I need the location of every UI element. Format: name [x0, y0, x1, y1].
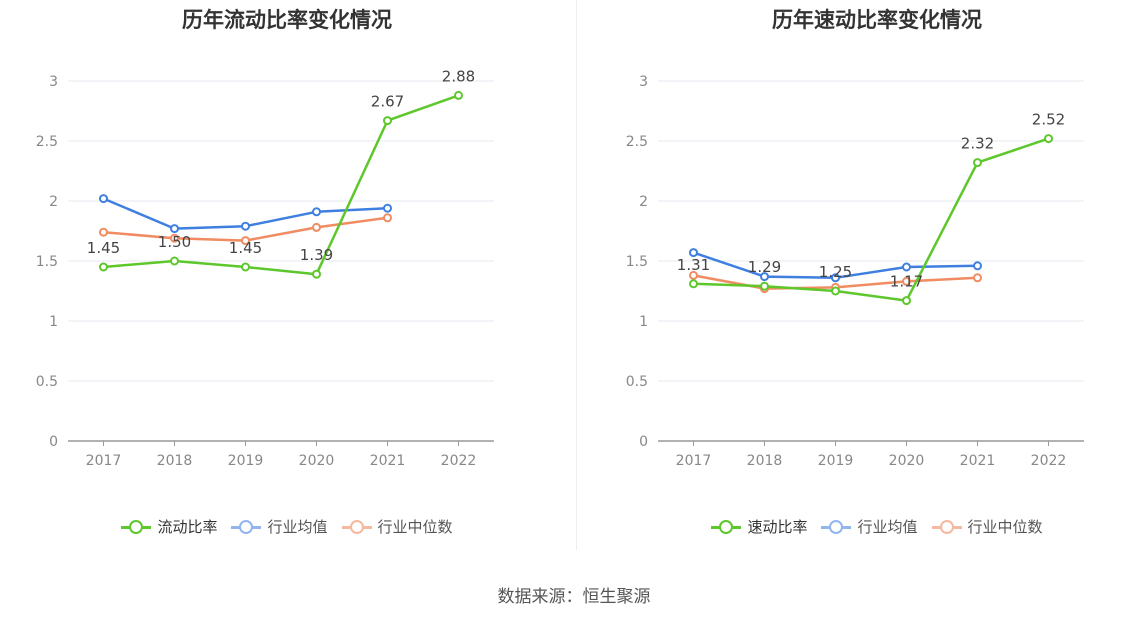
data-point: [99, 194, 108, 204]
y-tick-label: 2.5: [626, 134, 648, 150]
data-point: [383, 203, 392, 213]
data-label: 2.32: [961, 135, 994, 153]
data-point: [902, 296, 911, 306]
chart-legend: 流动比率 行业均值 行业中位数: [0, 516, 574, 537]
data-point: [760, 272, 769, 282]
data-point: [241, 262, 250, 272]
chart-plot: 0 0.5 1 1.5 2 2.5 3 2017 2018 2019 2020 2021 2022 1.4…: [36, 67, 494, 469]
y-tick-label: 3: [639, 74, 648, 90]
series-line: [103, 94, 459, 276]
chart-title: 历年流动比率变化情况: [182, 8, 392, 32]
legend-marker-icon: [341, 519, 372, 534]
data-point: [831, 286, 840, 296]
legend-item[interactable]: 流动比率: [121, 516, 217, 537]
data-point: [689, 279, 698, 289]
data-point: [383, 213, 392, 223]
legend-label: 行业均值: [857, 518, 918, 536]
y-tick-label: 1.5: [626, 254, 648, 270]
x-tick-label: 2017: [676, 453, 712, 469]
legend-item[interactable]: 行业均值: [231, 516, 328, 537]
x-tick-label: 2018: [157, 453, 193, 469]
data-point: [973, 273, 982, 283]
data-label: 1.25: [819, 263, 852, 281]
data-point: [170, 256, 179, 266]
chart-legend: 速动比率 行业均值 行业中位数: [590, 516, 1148, 537]
data-point: [312, 269, 321, 279]
legend-label: 行业中位数: [967, 518, 1043, 536]
legend-marker-icon: [821, 519, 852, 534]
y-tick-label: 1.5: [36, 254, 58, 270]
data-point: [689, 270, 698, 280]
data-point: [760, 281, 769, 291]
y-tick-label: 0.5: [36, 374, 58, 390]
data-label: 1.50: [158, 233, 191, 251]
data-point: [1044, 134, 1053, 144]
chart-plot: 0 0.5 1 1.5 2 2.5 3 2017 2018 2019 2020 2021 2022 1.3…: [626, 74, 1084, 469]
x-tick-label: 2021: [960, 453, 996, 469]
y-tick-label: 2.5: [36, 134, 58, 150]
y-tick-label: 2: [49, 194, 58, 210]
x-tick-label: 2019: [818, 453, 854, 469]
x-tick-label: 2019: [228, 453, 264, 469]
data-label: 1.29: [748, 258, 781, 276]
legend-item[interactable]: 行业中位数: [341, 516, 453, 537]
x-tick-label: 2022: [1031, 453, 1067, 469]
data-label: 1.45: [87, 239, 120, 257]
current-ratio-chart: 历年流动比率变化情况 0 0.5 1 1.5 2 2.5 3 2017 2018 2019 2020…: [0, 0, 574, 560]
data-point: [170, 224, 179, 234]
data-label: 2.52: [1032, 111, 1065, 129]
data-label: 1.17: [890, 273, 923, 291]
x-tick-label: 2018: [747, 453, 783, 469]
legend-marker-icon: [931, 519, 962, 534]
x-tick-label: 2022: [441, 453, 477, 469]
data-label: 2.88: [442, 67, 475, 85]
data-point: [454, 90, 463, 100]
data-point: [99, 227, 108, 237]
legend-item[interactable]: 行业均值: [821, 516, 918, 537]
data-label: 2.67: [371, 93, 404, 111]
x-tick-label: 2020: [889, 453, 925, 469]
data-point: [241, 236, 250, 246]
legend-label: 行业均值: [267, 518, 328, 536]
x-tick-label: 2017: [86, 453, 122, 469]
y-tick-label: 3: [49, 74, 58, 90]
chart-title: 历年速动比率变化情况: [772, 8, 982, 32]
data-point: [312, 207, 321, 217]
legend-marker-icon: [711, 519, 742, 534]
legend-item[interactable]: 行业中位数: [931, 516, 1043, 537]
y-tick-label: 1: [49, 314, 58, 330]
series-line: [693, 137, 1049, 302]
x-tick-label: 2021: [370, 453, 406, 469]
y-tick-label: 0: [639, 434, 648, 450]
legend-marker-icon: [121, 519, 152, 534]
data-point: [902, 276, 911, 286]
data-point: [973, 261, 982, 271]
legend-marker-icon: [231, 519, 262, 534]
data-label: 1.31: [677, 256, 710, 274]
y-tick-label: 0.5: [626, 374, 648, 390]
legend-label: 速动比率: [747, 518, 808, 536]
data-point: [170, 233, 179, 243]
data-source-note: 数据来源：恒生聚源: [497, 587, 651, 607]
legend-label: 流动比率: [157, 518, 218, 536]
data-point: [689, 248, 698, 258]
legend-label: 行业中位数: [377, 518, 453, 536]
panel-divider: [576, 0, 577, 550]
legend-item[interactable]: 速动比率: [711, 516, 807, 537]
data-point: [383, 116, 392, 126]
data-point: [902, 262, 911, 272]
data-point: [312, 222, 321, 232]
data-point: [831, 273, 840, 283]
data-point: [241, 221, 250, 231]
data-point: [973, 158, 982, 168]
y-tick-label: 0: [49, 434, 58, 450]
y-tick-label: 1: [639, 314, 648, 330]
y-tick-label: 2: [639, 194, 648, 210]
quick-ratio-chart: 历年速动比率变化情况 0 0.5 1 1.5 2 2.5 3 2017 2018 2019 2020…: [590, 0, 1148, 560]
x-tick-label: 2020: [299, 453, 335, 469]
data-label: 1.45: [229, 239, 262, 257]
data-point: [99, 262, 108, 272]
data-label: 1.39: [300, 246, 333, 264]
